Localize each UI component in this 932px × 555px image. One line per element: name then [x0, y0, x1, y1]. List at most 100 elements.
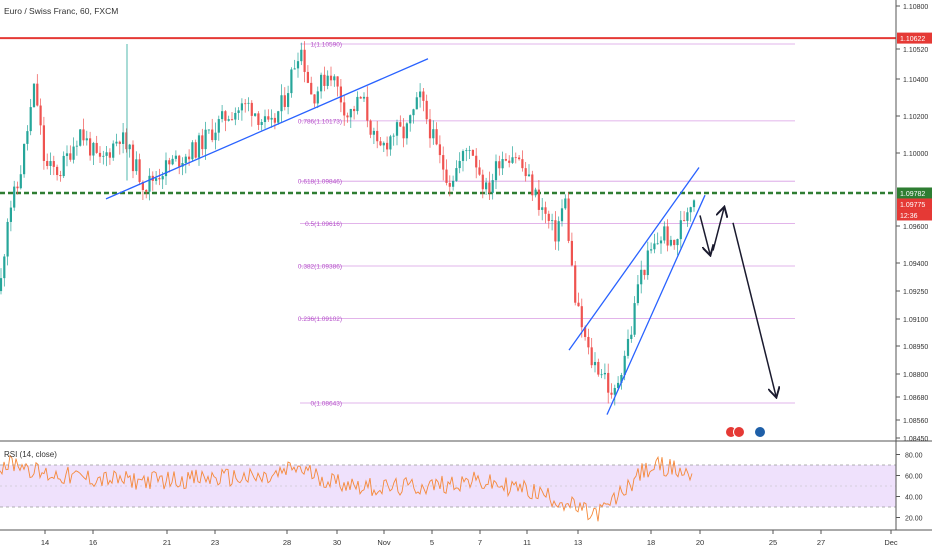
fib-level-label: 0.618(1.09846): [298, 179, 342, 186]
candle-body: [683, 220, 686, 221]
candle-body: [287, 93, 290, 107]
candle: [89, 131, 92, 161]
candle-body: [72, 146, 75, 160]
candle-body: [580, 306, 583, 328]
candle-body: [155, 178, 158, 181]
candle: [603, 363, 606, 380]
candle: [98, 146, 102, 163]
candle: [481, 169, 484, 199]
candle-body: [577, 302, 580, 307]
rsi-tick-label: 60.00: [905, 474, 923, 481]
candle: [36, 74, 39, 107]
fib-level-label: 0.236(1.09102): [298, 316, 342, 323]
price-tick-label: 1.09400: [903, 261, 928, 268]
candle-body: [485, 182, 488, 190]
candle: [254, 113, 257, 117]
candle-body: [194, 142, 197, 158]
candle-body: [603, 372, 606, 375]
candle: [270, 109, 273, 128]
candle-body: [610, 392, 613, 395]
arrow-down-2: [732, 222, 776, 396]
candle-body: [36, 83, 39, 106]
candle-body: [349, 108, 352, 118]
candle: [296, 52, 300, 78]
price-label-resistance: 1.10622: [897, 32, 932, 44]
candle-body: [181, 163, 184, 167]
candle-body: [544, 207, 547, 214]
candle-body: [6, 221, 9, 257]
candle: [692, 199, 696, 212]
candle: [82, 118, 85, 146]
candle: [151, 171, 154, 191]
candle: [19, 165, 22, 190]
candle: [438, 135, 441, 164]
candle-body: [303, 49, 306, 72]
fib-level-label: 0.382(1.09386): [298, 264, 342, 271]
candle-body: [221, 111, 224, 120]
candle: [666, 219, 669, 252]
price-tick-label: 1.10400: [903, 77, 928, 84]
candle: [488, 171, 491, 201]
price-label-last-close: 1.09782: [897, 187, 932, 199]
candle-body: [270, 117, 273, 120]
candle: [240, 98, 243, 121]
candle-body: [9, 207, 12, 222]
candle: [227, 115, 230, 122]
price-tick-label: 1.09250: [903, 289, 928, 296]
candle-body: [131, 144, 135, 172]
candle: [95, 135, 98, 154]
candle-body: [623, 355, 626, 375]
candle: [234, 107, 237, 126]
candle-body: [359, 96, 362, 99]
candle-body: [395, 122, 399, 136]
candle: [102, 150, 105, 165]
candle: [669, 235, 672, 247]
price-tick-label: 1.10520: [903, 47, 928, 54]
candle: [105, 146, 108, 167]
event-marker-icon: [754, 426, 766, 438]
candle-body: [343, 102, 346, 116]
candle: [663, 221, 666, 244]
price-tick-label: 1.10800: [903, 4, 928, 11]
candle-body: [514, 157, 517, 159]
candle-body: [508, 160, 511, 163]
candle-body: [521, 159, 524, 169]
candle-body: [448, 182, 451, 187]
candle-body: [280, 95, 283, 112]
candle-body: [313, 94, 316, 104]
candle: [62, 151, 65, 179]
candle-body: [656, 243, 659, 245]
candle-body: [122, 132, 125, 144]
candle-body: [432, 129, 435, 139]
candle: [504, 153, 507, 162]
candle: [376, 120, 379, 149]
candle-body: [115, 141, 118, 144]
candle-body: [257, 113, 260, 125]
candle: [197, 132, 201, 166]
candle-body: [204, 129, 207, 150]
candle: [178, 154, 181, 175]
candle: [382, 141, 385, 153]
candle-body: [630, 334, 633, 339]
candle-body: [584, 327, 587, 337]
candle: [570, 232, 573, 267]
price-label-bg: [897, 187, 932, 199]
candle-body: [504, 159, 507, 161]
candle-body: [442, 155, 445, 170]
candle-body: [389, 136, 392, 150]
candle-body: [138, 159, 141, 182]
candle-body: [135, 159, 138, 172]
price-tick-label: 1.08680: [903, 395, 928, 402]
candle: [524, 161, 527, 182]
candle-body: [663, 226, 666, 241]
candle-body: [659, 240, 663, 244]
candle-body: [346, 115, 349, 118]
candle: [415, 92, 418, 110]
candle-body: [49, 161, 52, 166]
time-tick-label: 20: [696, 538, 704, 547]
candle: [221, 104, 224, 123]
candle: [475, 148, 478, 179]
price-label-text: 1.09775: [900, 202, 925, 209]
candle-body: [240, 103, 243, 111]
candle: [521, 150, 524, 172]
